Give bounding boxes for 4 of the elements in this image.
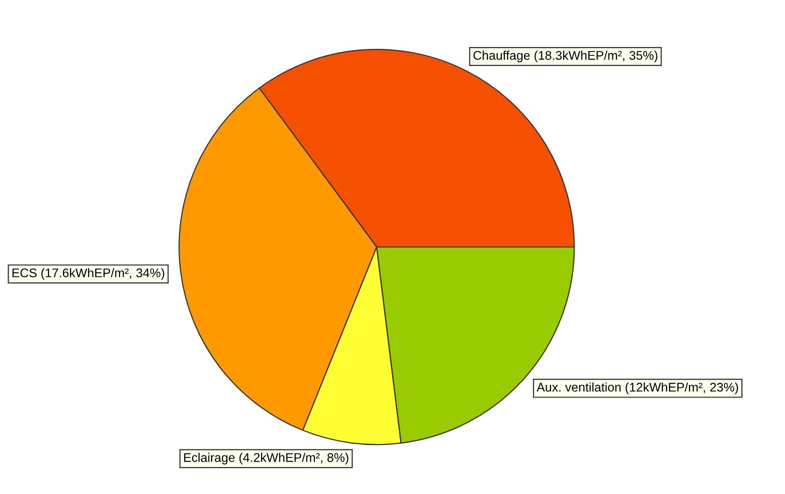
slice-label: ECS (17.6kWhEP/m², 34%)	[12, 268, 164, 280]
slice-label: Chauffage (18.3kWhEP/m², 35%)	[473, 50, 658, 62]
slice-label: Eclairage (4.2kWhEP/m², 8%)	[184, 452, 348, 464]
slice-label: Aux. ventilation (12kWhEP/m², 23%)	[536, 382, 738, 394]
